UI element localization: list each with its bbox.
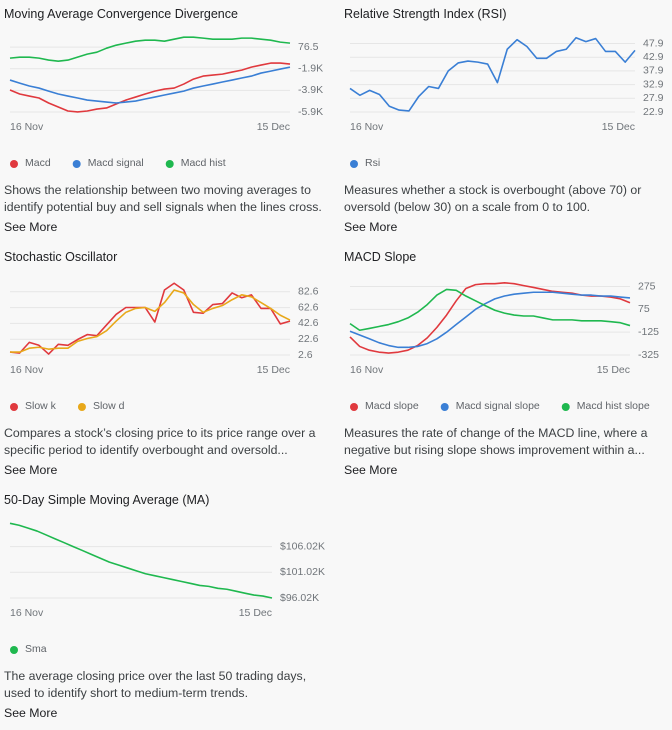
indicator-card: 50-Day Simple Moving Average (MA) $106.02… bbox=[4, 486, 332, 726]
series-line bbox=[349, 281, 631, 354]
y-tick-label: 22.6 bbox=[298, 333, 319, 345]
series-line bbox=[349, 288, 631, 332]
x-tick-label: 15 Dec bbox=[239, 607, 272, 619]
x-tick-label: 15 Dec bbox=[597, 364, 630, 376]
chart: 47.9 42.9 37.932.9 27.9 22.9 16 Nov 15 Dec Rsi bbox=[349, 36, 664, 169]
legend-marker bbox=[165, 160, 174, 168]
indicator-card: MACD Slope 275 75 -125 -325 16 Nov 15 Dec Macd … bbox=[344, 243, 672, 483]
chart-title: Stochastic Oscillator bbox=[4, 250, 118, 264]
legend-marker bbox=[350, 160, 358, 168]
y-tick-label: 76.5 bbox=[298, 41, 319, 53]
series-line bbox=[10, 289, 291, 353]
y-tick-label: 42.9 bbox=[643, 51, 664, 63]
x-tick-label: 15 Dec bbox=[602, 121, 635, 133]
series-line bbox=[349, 36, 636, 112]
y-tick-label: 27.9 bbox=[643, 92, 664, 104]
indicator-card: Moving Average Convergence Divergence 76.… bbox=[4, 0, 332, 240]
description: Measures the rate of change of the MACD … bbox=[344, 426, 648, 457]
x-tick-label: 16 Nov bbox=[10, 364, 44, 376]
x-tick-label: 15 Dec bbox=[257, 364, 290, 376]
chart: 76.5 -1.9K -3.9K -5.9K 16 Nov 15 Dec Macd Macd … bbox=[9, 36, 323, 169]
legend-label: Macd signal slope bbox=[456, 400, 540, 412]
see-more-link[interactable]: See More bbox=[4, 220, 58, 234]
x-tick-label: 16 Nov bbox=[350, 364, 384, 376]
legend-marker bbox=[350, 403, 358, 411]
chart-title: MACD Slope bbox=[344, 250, 417, 264]
y-tick-label: 62.6 bbox=[298, 301, 319, 313]
indicator-card: Relative Strength Index (RSI) 47.9 42.9 37.… bbox=[344, 0, 672, 240]
legend-label: Sma bbox=[25, 643, 47, 655]
legend-label: Macd signal bbox=[88, 157, 144, 169]
legend-label: Macd hist slope bbox=[577, 400, 650, 412]
series-line bbox=[9, 282, 291, 355]
see-more-link[interactable]: See More bbox=[344, 463, 398, 477]
see-more-link[interactable]: See More bbox=[4, 706, 58, 720]
y-tick-label: 32.9 bbox=[643, 78, 664, 90]
chart-title: 50-Day Simple Moving Average (MA) bbox=[4, 493, 210, 507]
chart-title: Moving Average Convergence Divergence bbox=[4, 7, 238, 21]
x-tick-label: 16 Nov bbox=[350, 121, 384, 133]
indicator-card: Stochastic Oscillator 82.6 62.6 42.6 22.6 2.6… bbox=[4, 243, 332, 483]
legend-marker bbox=[10, 403, 18, 411]
series-line bbox=[349, 291, 631, 349]
series-line bbox=[9, 36, 291, 62]
legend-marker bbox=[10, 160, 18, 168]
legend-label: Slow k bbox=[25, 400, 57, 412]
y-tick-label: -325 bbox=[638, 349, 659, 361]
legend-marker bbox=[440, 403, 449, 411]
chart: $106.02K $101.02K $96.02K 16 Nov 15 Dec Sma bbox=[9, 522, 325, 655]
y-tick-label: 37.9 bbox=[643, 65, 664, 77]
x-tick-label: 15 Dec bbox=[257, 121, 290, 133]
y-tick-label: $96.02K bbox=[280, 592, 319, 604]
series-line bbox=[9, 66, 291, 104]
y-tick-label: 22.9 bbox=[643, 106, 664, 118]
legend-label: Slow d bbox=[93, 400, 125, 412]
legend-marker bbox=[72, 160, 81, 168]
y-tick-label: 82.6 bbox=[298, 286, 319, 298]
legend-marker bbox=[561, 403, 570, 411]
legend-marker bbox=[77, 403, 86, 411]
y-tick-label: 42.6 bbox=[298, 317, 319, 329]
description: Measures whether a stock is overbought (… bbox=[344, 183, 642, 214]
description: Compares a stock’s closing price to its … bbox=[4, 426, 316, 457]
chart-title: Relative Strength Index (RSI) bbox=[344, 7, 507, 21]
y-tick-label: 2.6 bbox=[298, 349, 313, 361]
chart: 82.6 62.6 42.6 22.6 2.6 16 Nov 15 Dec Slow k Slo… bbox=[9, 282, 319, 412]
series-line bbox=[9, 522, 273, 599]
y-tick-label: $101.02K bbox=[280, 566, 325, 578]
chart: 275 75 -125 -325 16 Nov 15 Dec Macd slope Macd … bbox=[349, 280, 659, 412]
y-tick-label: -1.9K bbox=[298, 63, 323, 75]
legend-marker bbox=[10, 646, 18, 654]
legend-label: Rsi bbox=[365, 157, 380, 169]
series-line bbox=[9, 62, 291, 113]
description: The average closing price over the last … bbox=[4, 669, 307, 700]
description: Shows the relationship between two movin… bbox=[4, 183, 322, 214]
x-tick-label: 16 Nov bbox=[10, 607, 44, 619]
see-more-link[interactable]: See More bbox=[4, 463, 58, 477]
y-tick-label: -125 bbox=[638, 326, 659, 338]
y-tick-label: $106.02K bbox=[280, 540, 325, 552]
y-tick-label: -3.9K bbox=[298, 84, 323, 96]
legend-label: Macd hist bbox=[181, 157, 226, 169]
y-tick-label: -5.9K bbox=[298, 106, 323, 118]
x-tick-label: 16 Nov bbox=[10, 121, 44, 133]
y-tick-label: 47.9 bbox=[643, 37, 664, 49]
see-more-link[interactable]: See More bbox=[344, 220, 398, 234]
y-tick-label: 75 bbox=[638, 303, 650, 315]
legend-label: Macd bbox=[25, 157, 51, 169]
y-tick-label: 275 bbox=[638, 280, 656, 292]
legend-label: Macd slope bbox=[365, 400, 419, 412]
